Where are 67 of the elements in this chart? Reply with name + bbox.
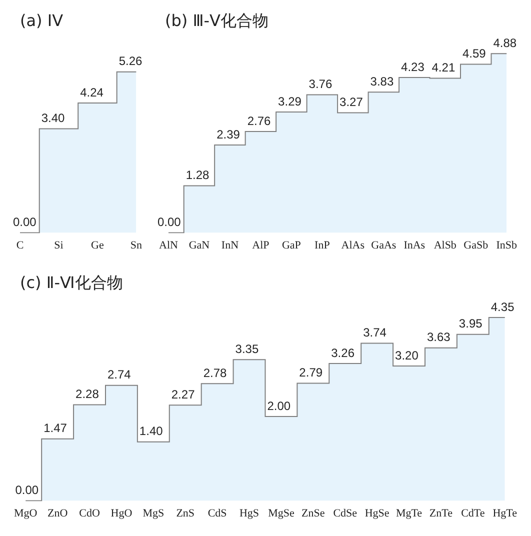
x-tick-label: HgS (239, 507, 260, 520)
x-tick-label: Si (54, 239, 64, 252)
data-label: 3.26 (331, 346, 355, 360)
x-tick-label: HgO (110, 507, 132, 520)
x-tick-label: InN (221, 239, 239, 252)
x-tick-label: GaSb (464, 239, 489, 252)
data-label: 4.59 (462, 46, 486, 61)
data-label: 2.28 (76, 387, 100, 402)
data-label: 1.47 (44, 421, 68, 436)
data-label: 4.35 (490, 300, 515, 314)
data-label: 3.29 (278, 94, 302, 108)
data-label: 4.21 (432, 60, 456, 75)
x-tick-label: Sn (130, 239, 142, 252)
x-tick-label: AlP (252, 239, 270, 252)
x-tick-label: GaN (188, 239, 210, 252)
x-tick-label: CdS (208, 507, 227, 520)
chart-title: (a) IV (20, 10, 64, 30)
data-label: 2.76 (247, 114, 272, 128)
x-tick-label: InP (314, 239, 330, 252)
x-tick-label: GaAs (371, 239, 396, 252)
data-label: 4.23 (401, 60, 425, 74)
x-tick-label: CdTe (461, 507, 485, 520)
data-label: 3.20 (395, 348, 419, 362)
chart-title: (c) Ⅱ-Ⅵ化合物 (20, 272, 123, 292)
x-tick-label: AlAs (341, 239, 365, 252)
x-tick-label: GaP (282, 239, 301, 252)
data-label: 2.39 (216, 127, 240, 142)
x-tick-label: AlSb (434, 239, 457, 252)
data-label: 0.00 (157, 215, 182, 230)
x-tick-label: ZnO (47, 507, 68, 520)
data-label: 3.27 (340, 95, 364, 110)
x-tick-label: HgTe (492, 507, 518, 520)
x-tick-label: CdO (79, 507, 100, 520)
x-tick-label: InAs (404, 239, 426, 252)
data-label: 0.00 (13, 215, 37, 230)
data-label: 0.00 (15, 483, 39, 498)
chart-title: (b) Ⅲ-Ⅴ化合物 (165, 10, 268, 30)
x-tick-label: MgS (142, 507, 164, 520)
data-label: 1.40 (139, 424, 164, 438)
data-label: 3.35 (235, 342, 259, 356)
x-tick-label: ZnTe (429, 507, 453, 520)
x-tick-label: MgSe (268, 507, 294, 520)
data-label: 3.83 (370, 74, 394, 88)
x-tick-label: Ge (91, 239, 104, 252)
data-label: 1.28 (186, 168, 210, 182)
data-label: 3.63 (426, 330, 451, 344)
data-label: 2.00 (267, 398, 291, 413)
x-tick-label: ZnS (176, 507, 195, 520)
x-tick-label: InSb (496, 239, 518, 252)
data-label: 3.40 (41, 111, 66, 126)
data-label: 5.26 (118, 54, 143, 68)
data-label: 2.74 (107, 368, 132, 382)
data-label: 3.95 (458, 316, 483, 331)
data-label: 3.74 (363, 326, 387, 340)
x-tick-label: C (16, 239, 24, 252)
x-tick-label: HgSe (364, 507, 390, 520)
x-tick-label: AlN (158, 239, 178, 252)
data-label: 2.27 (171, 387, 196, 402)
x-tick-label: MgTe (396, 507, 422, 520)
x-tick-label: CdSe (333, 507, 358, 520)
data-label: 3.76 (308, 77, 332, 92)
data-label: 4.88 (493, 36, 517, 50)
data-label: 2.78 (203, 366, 228, 380)
x-tick-label: ZnSe (302, 507, 325, 520)
data-label: 2.79 (299, 366, 323, 380)
data-label: 4.24 (80, 85, 104, 100)
x-tick-label: MgO (14, 507, 38, 520)
